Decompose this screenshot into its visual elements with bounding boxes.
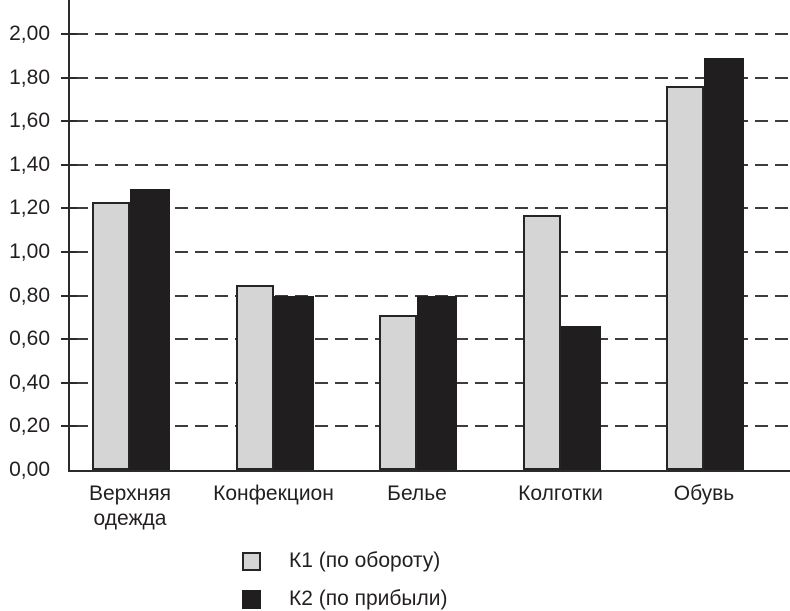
bar-k1-4: [522, 215, 561, 470]
legend-label-k1: К1 (по обороту): [289, 549, 441, 572]
y-tick-label: 0,20: [9, 414, 50, 438]
y-tick-label: 0,40: [9, 370, 50, 394]
y-tick-label: 1,20: [9, 196, 50, 220]
y-tick-label: 1,60: [9, 109, 50, 133]
gridline: [75, 207, 790, 210]
gridline: [75, 163, 790, 166]
plot-area: [61, 0, 790, 472]
bar-k1-2: [235, 285, 274, 470]
y-axis-tick: [61, 381, 77, 384]
y-tick-label: 1,40: [9, 152, 50, 176]
gridline: [75, 33, 790, 35]
y-axis-tick: [61, 207, 77, 210]
y-axis-tick: [61, 294, 77, 297]
gridline: [75, 294, 790, 297]
y-axis-tick: [61, 338, 77, 341]
gridline: [75, 120, 790, 123]
category-label: Конфекцион: [213, 482, 334, 505]
y-tick-label: 0,80: [9, 283, 50, 307]
gridline: [75, 76, 790, 79]
legend-item-k2: К2 (по прибыли): [242, 587, 448, 611]
gridline: [75, 251, 790, 253]
category-label: Колготки: [518, 482, 603, 505]
y-axis-tick: [61, 425, 77, 428]
bar-k2-1: [130, 189, 170, 470]
bar-k2-2: [273, 296, 314, 470]
y-tick-label: 0,00: [9, 458, 50, 481]
category-label: Верхняя одежда: [89, 482, 171, 530]
y-axis-tick: [61, 76, 77, 79]
legend-item-k1: К1 (по обороту): [242, 549, 448, 573]
bar-k1-5: [666, 86, 704, 470]
y-tick-label: 2,00: [9, 22, 50, 45]
legend: К1 (по обороту) К2 (по прибыли): [242, 549, 448, 611]
y-axis-tick: [61, 33, 77, 35]
y-axis-tick: [61, 163, 77, 166]
bar-k2-4: [560, 326, 601, 470]
legend-swatch-k1-icon: [242, 551, 261, 571]
y-tick-label: 1,00: [9, 240, 50, 263]
y-axis-tick: [61, 120, 77, 123]
bar-k1-3: [379, 315, 417, 470]
bar-k1-1: [92, 202, 130, 470]
bar-k2-5: [704, 58, 744, 470]
y-axis-tick: [61, 251, 77, 253]
y-tick-label: 0,60: [9, 327, 50, 351]
category-label: Белье: [387, 482, 447, 505]
bar-k2-3: [417, 296, 457, 470]
legend-swatch-k2-icon: [242, 589, 261, 609]
y-tick-label: 1,80: [9, 65, 50, 89]
category-label: Обувь: [673, 482, 735, 505]
legend-label-k2: К2 (по прибыли): [289, 587, 448, 610]
